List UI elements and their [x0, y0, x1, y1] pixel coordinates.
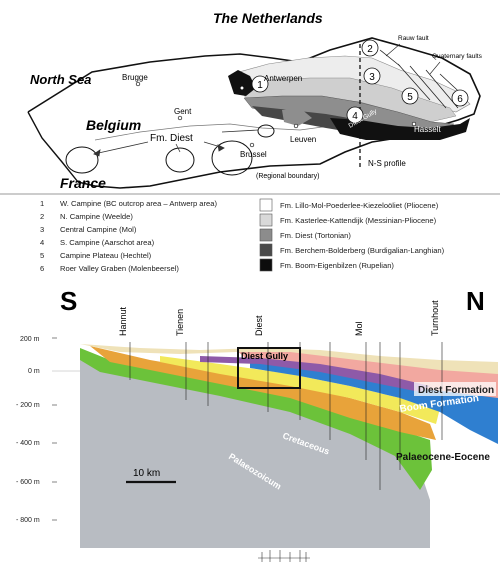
- legend-area-text-6: Roer Valley Graben (Molenbeersel): [60, 264, 179, 273]
- city-antwerpen: Antwerpen: [264, 74, 302, 83]
- layer-boom: [250, 360, 498, 444]
- south-label: S: [60, 286, 77, 316]
- rauw-fault-label: Rauw fault: [398, 35, 429, 42]
- area-marker-1: 1: [257, 80, 263, 91]
- fm-diest-arrows: [93, 129, 259, 157]
- town-mol: Mol: [354, 321, 364, 336]
- layer-purple: [200, 356, 430, 392]
- legend-area-text-2: N. Campine (Weelde): [60, 212, 133, 221]
- area-marker-3: 3: [369, 72, 375, 83]
- diest-gully-box: [237, 347, 301, 389]
- legend-formation-3: Fm. Diest (Tortonian): [280, 231, 351, 240]
- country-france: France: [60, 175, 106, 191]
- area-number-markers: 1 2 3 4 5 6: [251, 39, 469, 124]
- legend-area-text-3: Central Campine (Mol): [60, 225, 137, 234]
- fm-diest-outliers: [65, 124, 275, 176]
- legend-swatch-pliocene: [259, 198, 273, 212]
- legend-swatch-messinian: [259, 213, 273, 227]
- city-dots: [135, 81, 417, 148]
- area-marker-6: 6: [457, 94, 463, 105]
- palaeocene-eocene-label: Palaeocene-Eocene: [396, 452, 490, 463]
- diest-formation-label: Diest Formation: [418, 385, 494, 396]
- zone-rupelian-east: [330, 118, 470, 140]
- depth-label-minus-400: - 400 m: [16, 440, 40, 447]
- legend-formation-1: Fm. Lillo-Mol-Poederlee-Kiezeloöliet (Pl…: [280, 201, 439, 210]
- legend-formations: Fm. Lillo-Mol-Poederlee-Kiezeloöliet (Pl…: [259, 198, 445, 272]
- legend-area-text-4: S. Campine (Aarschot area): [60, 238, 155, 247]
- layer-cretaceous: [80, 348, 432, 490]
- legend-formation-4: Fm. Berchem-Bolderberg (Burdigalian-Lang…: [280, 246, 445, 255]
- city-brugge: Brugge: [122, 73, 148, 82]
- town-turnhout: Turnhout: [430, 300, 440, 336]
- area-marker-5: 5: [407, 92, 413, 103]
- north-label: N: [466, 286, 485, 316]
- country-belgium: Belgium: [86, 117, 141, 133]
- depth-label-200: 200 m: [20, 336, 40, 343]
- regional-boundary-label: (Regional boundary): [256, 173, 319, 180]
- rauw-fault-line: [379, 49, 401, 67]
- depth-label-minus-200: - 200 m: [16, 402, 40, 409]
- sea-label: North Sea: [30, 72, 91, 87]
- cross-section: 200 m 0 m - 200 m - 400 m - 600 m - 800 …: [16, 286, 498, 562]
- legend-areas: 1 W. Campine (BC outcrop area – Antwerp …: [40, 199, 217, 273]
- layer-eocene-yellow: [160, 356, 440, 424]
- legend-formation-5: Fm. Boom-Eigenbilzen (Rupelian): [280, 261, 394, 270]
- city-hasselt: Hasselt: [414, 125, 441, 134]
- depth-label-minus-600: - 600 m: [16, 479, 40, 486]
- zone-rupelian-west: [228, 70, 256, 96]
- area-marker-4: 4: [352, 111, 358, 122]
- ns-profile-label: N-S profile: [368, 159, 406, 168]
- boreholes: [129, 342, 443, 490]
- city-leuven: Leuven: [290, 135, 316, 144]
- town-tienen: Tienen: [175, 309, 185, 336]
- city-gent: Gent: [174, 107, 192, 116]
- fm-diest-label: Fm. Diest: [150, 133, 193, 144]
- zone-diest-outlier: [282, 108, 312, 126]
- layer-eocene-orange: [90, 346, 436, 440]
- legend-area-num-4: 4: [40, 238, 44, 247]
- quaternary-faults-label: Quaternary faults: [432, 53, 483, 60]
- coastline: [27, 37, 481, 189]
- quaternary-faults-pointer: [429, 61, 441, 75]
- scale-bar-label: 10 km: [133, 468, 160, 479]
- town-hannut: Hannut: [118, 306, 128, 336]
- legend-area-text-5: Campine Plateau (Hechtel): [60, 251, 152, 260]
- country-netherlands: The Netherlands: [213, 10, 323, 26]
- france-border: [27, 111, 79, 183]
- legend-area-num-6: 6: [40, 264, 44, 273]
- layer-top: [80, 344, 498, 374]
- legend-swatch-tortonian: [259, 228, 273, 242]
- rauw-fault-pointer: [385, 43, 401, 57]
- legend-area-text-1: W. Campine (BC outcrop area – Antwerp ar…: [60, 199, 217, 208]
- area-marker-2: 2: [367, 44, 373, 55]
- layer-palaeozoic: [80, 356, 430, 548]
- town-diest: Diest: [254, 315, 264, 336]
- section-diest-gully-label: Diest Gully: [241, 351, 288, 361]
- legend-area-num-3: 3: [40, 225, 44, 234]
- city-brussel: Brussel: [240, 150, 267, 159]
- depth-label-0: 0 m: [28, 368, 40, 375]
- legend-area-num-2: 2: [40, 212, 44, 221]
- legend-swatch-rupelian: [259, 258, 273, 272]
- legend-formation-2: Fm. Kasterlee-Kattendijk (Messinian-Plio…: [280, 216, 437, 225]
- legend-area-num-5: 5: [40, 251, 44, 260]
- map-panel: 1 2 3 4 5 6 The Netherlands North Sea Be…: [27, 10, 483, 191]
- legend-swatch-burdigalian: [259, 243, 273, 257]
- legend-area-num-1: 1: [40, 199, 44, 208]
- depth-label-minus-800: - 800 m: [16, 517, 40, 524]
- inset-profile-thumbnail: [258, 550, 310, 562]
